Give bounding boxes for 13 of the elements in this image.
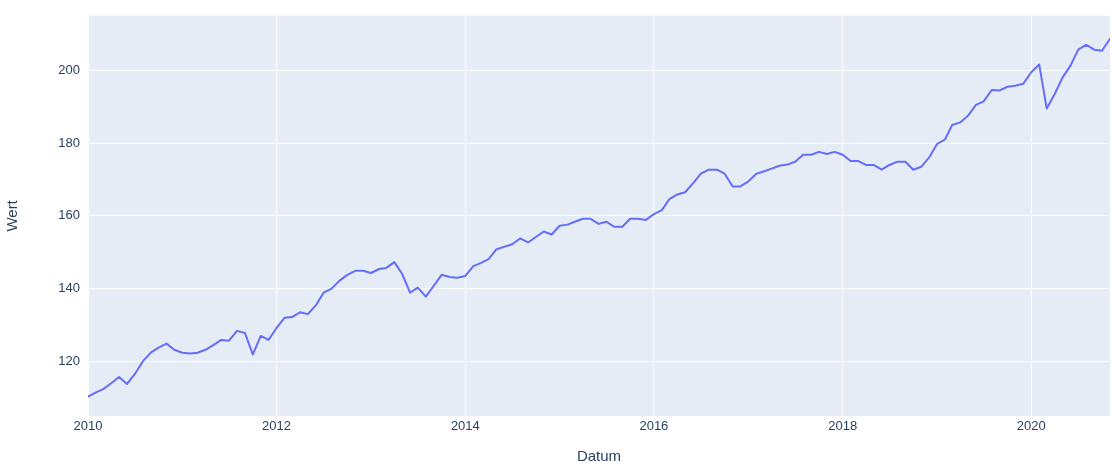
x-tick-label: 2018 <box>828 418 858 434</box>
x-tick-label: 2016 <box>639 418 669 434</box>
x-tick-label: 2020 <box>1016 418 1046 434</box>
y-axis-title: Wert <box>3 199 21 232</box>
y-tick-label: 120 <box>58 353 80 369</box>
x-tick-label: 2012 <box>262 418 291 434</box>
y-tick-label: 160 <box>58 207 80 223</box>
y-tick-label: 180 <box>58 134 80 150</box>
y-tick-label: 140 <box>58 280 80 296</box>
y-tick-label: 200 <box>58 61 80 77</box>
x-axis-title: Datum <box>576 447 622 465</box>
x-tick-label: 2010 <box>73 418 103 434</box>
x-tick-label: 2014 <box>450 418 480 434</box>
